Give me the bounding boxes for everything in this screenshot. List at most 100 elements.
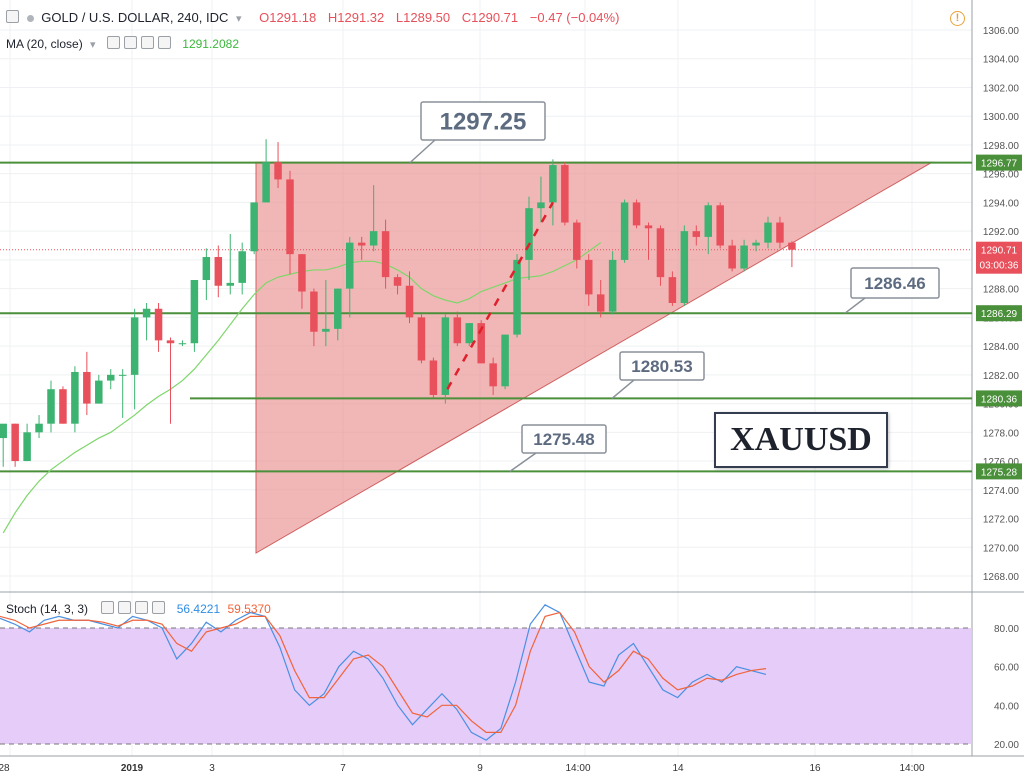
settings-icon[interactable] (123, 36, 137, 49)
candle-body (381, 231, 390, 278)
candle-body (95, 380, 103, 404)
price-axis[interactable]: 1306.00 1304.00 1302.00 1300.00 1298.00 1296.… (976, 26, 1022, 751)
settings-icon[interactable] (118, 601, 132, 614)
callout-pointer (509, 452, 537, 473)
price-tick-label: 1274.00 (983, 486, 1020, 497)
price-tick-label: 1270.00 (983, 543, 1020, 554)
candle-body (202, 257, 211, 281)
chevron-down-icon[interactable]: ▾ (90, 39, 96, 51)
chevron-down-icon[interactable]: ▾ (236, 13, 242, 25)
stoch-label[interactable]: Stoch (14, 3, 3) (6, 602, 89, 616)
stoch-series (0, 611, 767, 734)
candle-body (322, 328, 330, 332)
ohlc-high: H1291.32 (327, 10, 385, 25)
candle-body (513, 259, 521, 335)
callout-box (521, 424, 607, 454)
price-tag-label: 1296.77 (981, 159, 1018, 170)
stoch-tick-label: 80.00 (994, 624, 1019, 635)
candle-body (369, 231, 378, 246)
price-tick-label: 1296.00 (983, 170, 1020, 181)
candle-body (130, 317, 139, 375)
candle-body (465, 323, 473, 344)
candle-body (35, 423, 43, 433)
callout-label: 1280.53 (631, 357, 692, 376)
candle-body (585, 259, 593, 295)
candle-body (549, 165, 557, 203)
candle-body (226, 282, 234, 286)
time-tick-label: 14 (672, 763, 684, 774)
candle-body (716, 205, 724, 246)
price-tick-label: 1276.00 (983, 457, 1020, 468)
candle-body (788, 242, 796, 250)
trendline-dashed (446, 201, 554, 390)
price-callout[interactable]: 1297.25 (409, 101, 546, 164)
callout-box (420, 101, 546, 141)
stoch-band (0, 628, 972, 744)
candle-body (71, 371, 79, 424)
time-tick-label: 14:00 (565, 763, 590, 774)
stoch-k-value: 56.4221 (176, 602, 221, 616)
add-icon[interactable] (140, 36, 154, 49)
callout-pointer (409, 139, 436, 164)
candle-body (11, 423, 19, 462)
price-tick-label: 1304.00 (983, 55, 1020, 66)
time-tick-label: 2019 (121, 763, 144, 774)
time-axis[interactable]: 28 2019 3 7 9 14:00 14 16 14:00 (0, 763, 925, 774)
callout-box (619, 351, 705, 381)
candle-body (692, 231, 701, 237)
eye-icon[interactable] (106, 36, 120, 49)
price-callout[interactable]: 1275.48 (509, 424, 607, 473)
ohlc-low: L1289.50 (395, 10, 451, 25)
price-tag-label: 1280.36 (981, 394, 1018, 405)
add-icon[interactable] (135, 601, 149, 614)
candle-body (740, 245, 748, 269)
candle-body (453, 317, 462, 344)
price-tag-box (976, 390, 1022, 407)
candle-body (477, 323, 485, 364)
candle-body (680, 231, 689, 303)
stoch-legend: Stoch (14, 3, 3) 56.4221 59.5370 (6, 601, 275, 616)
close-icon[interactable] (152, 601, 166, 614)
price-callout[interactable]: 1280.53 (611, 351, 705, 399)
ma-label[interactable]: MA (20, close) (6, 37, 83, 51)
price-tag-box (976, 463, 1022, 480)
callout-pointer (844, 297, 866, 314)
candle-body (525, 208, 533, 260)
symbol-title[interactable]: GOLD / U.S. DOLLAR, 240, IDC (41, 10, 229, 25)
symbol-legend: GOLD / U.S. DOLLAR, 240, IDC ▾ O1291.18 … (6, 10, 623, 25)
price-tick-label: 1294.00 (983, 198, 1020, 209)
candle-body (238, 251, 246, 283)
eye-icon[interactable] (101, 601, 115, 614)
time-tick-label: 28 (0, 763, 10, 774)
candle-body (166, 340, 175, 344)
candle-body (644, 225, 653, 229)
ma-value: 1291.2082 (182, 37, 239, 51)
price-callout[interactable]: 1286.46 (844, 267, 940, 314)
callout-label: 1286.46 (864, 274, 925, 293)
collapse-icon[interactable] (6, 10, 19, 23)
stoch-tick-label: 60.00 (994, 663, 1019, 674)
symbol-watermark: XAUUSD (730, 421, 872, 458)
close-icon[interactable] (157, 36, 171, 49)
dashed-trendline (446, 201, 554, 390)
candle-body (537, 202, 545, 209)
candle-body (346, 242, 354, 289)
price-annotations[interactable]: 1297.25 1286.46 1280.53 1275.48 (409, 101, 940, 473)
alert-icon[interactable]: ! (950, 11, 965, 26)
candle-body (118, 374, 127, 376)
stoch-series (0, 604, 767, 741)
candle-body (620, 202, 629, 260)
candle-body (250, 202, 258, 252)
candle-body (214, 257, 223, 286)
candle-body (334, 288, 342, 329)
candle-body (0, 423, 7, 439)
candle-body (596, 294, 605, 312)
price-tick-label: 1300.00 (983, 112, 1020, 123)
candle-body (154, 308, 163, 341)
price-tick-label: 1282.00 (983, 371, 1020, 382)
horizontal-levels (0, 161, 972, 473)
candle-body (274, 162, 282, 180)
callout-pointer (611, 379, 635, 399)
